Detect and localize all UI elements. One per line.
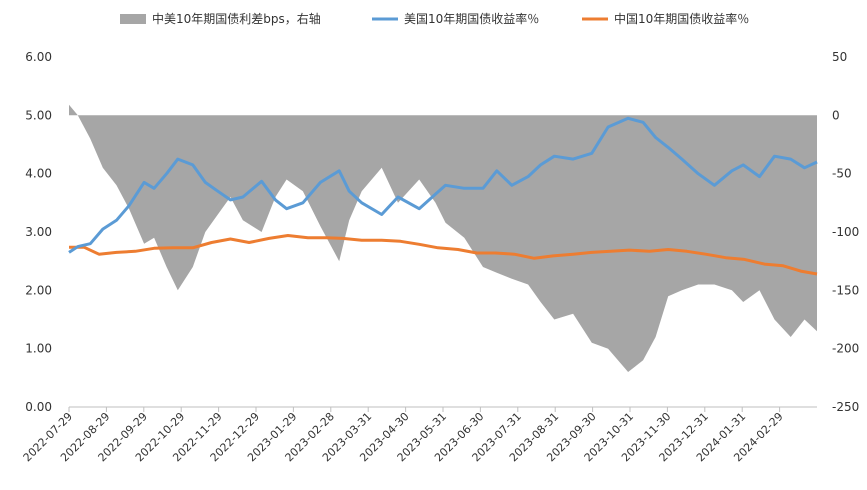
right-axis-tick-label: -250 bbox=[832, 400, 859, 414]
legend-label-cn: 中国10年期国债收益率％ bbox=[614, 11, 749, 26]
right-axis-tick-label: 0 bbox=[832, 108, 840, 122]
spread-area-layer bbox=[69, 104, 817, 373]
right-axis-tick-label: -100 bbox=[832, 225, 859, 239]
legend-label-us: 美国10年期国债收益率％ bbox=[404, 11, 539, 26]
series-line-us bbox=[68, 116, 818, 254]
legend: 中美10年期国债利差bps，右轴 美国10年期国债收益率％ 中国10年期国债收益… bbox=[120, 11, 749, 26]
legend-swatch-spread bbox=[120, 14, 146, 24]
right-axis-tick-label: -200 bbox=[832, 342, 859, 356]
right-axis-tick-label: 50 bbox=[832, 50, 847, 64]
right-axis-tick-label: -150 bbox=[832, 283, 859, 297]
series-line-cn bbox=[69, 234, 818, 276]
left-axis-tick-label: 6.00 bbox=[25, 50, 52, 64]
left-axis-tick-label: 3.00 bbox=[25, 225, 52, 239]
right-axis-tick-label: -50 bbox=[832, 167, 852, 181]
line-layer bbox=[68, 116, 818, 276]
series-area-spread bbox=[69, 104, 817, 373]
left-axis-tick-label: 5.00 bbox=[25, 108, 52, 122]
left-axis-tick-label: 2.00 bbox=[25, 283, 52, 297]
left-axis-tick-label: 0.00 bbox=[25, 400, 52, 414]
left-axis-tick-label: 4.00 bbox=[25, 167, 52, 181]
left-axis-tick-label: 1.00 bbox=[25, 342, 52, 356]
legend-label-spread: 中美10年期国债利差bps，右轴 bbox=[152, 11, 321, 26]
